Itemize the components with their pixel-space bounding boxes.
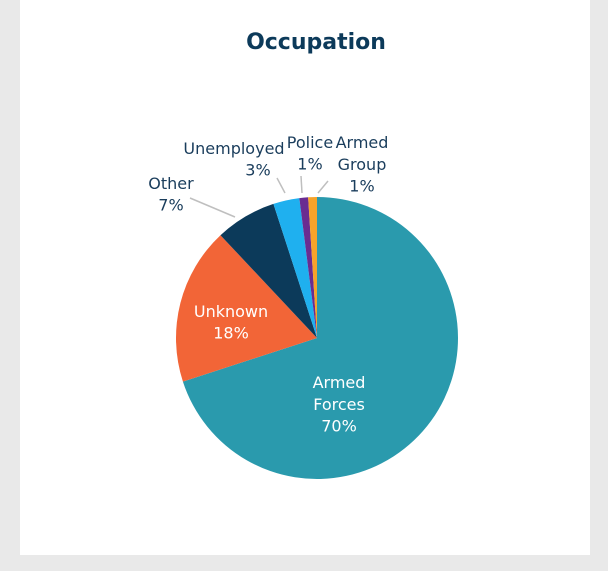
leader-line: [300, 175, 303, 194]
slice-value-label: 7%: [158, 196, 183, 215]
slice-label: Unknown: [194, 302, 268, 321]
chart-title: Occupation: [246, 30, 386, 55]
slice-value-label: 18%: [213, 324, 249, 343]
slice-label: Other: [148, 174, 194, 193]
leader-line: [276, 177, 286, 194]
slice-label: Unemployed: [183, 139, 284, 158]
slice-label: Armed Forces: [313, 373, 366, 414]
pie-slice: [273, 198, 317, 338]
pie-slice: [175, 235, 317, 382]
slice-value-label: 1%: [349, 177, 374, 196]
pie-slice: [308, 197, 317, 338]
slice-value-label: 3%: [245, 161, 270, 180]
pie-slice: [220, 203, 317, 338]
slice-value-label: 1%: [297, 155, 322, 174]
pie-slice: [182, 197, 458, 479]
slice-label: Police: [287, 133, 333, 152]
slice-label: Armed Group: [336, 133, 389, 174]
leader-line: [317, 180, 329, 194]
leader-line: [189, 197, 236, 218]
pie-slice: [299, 197, 317, 338]
slice-value-label: 70%: [321, 417, 357, 436]
